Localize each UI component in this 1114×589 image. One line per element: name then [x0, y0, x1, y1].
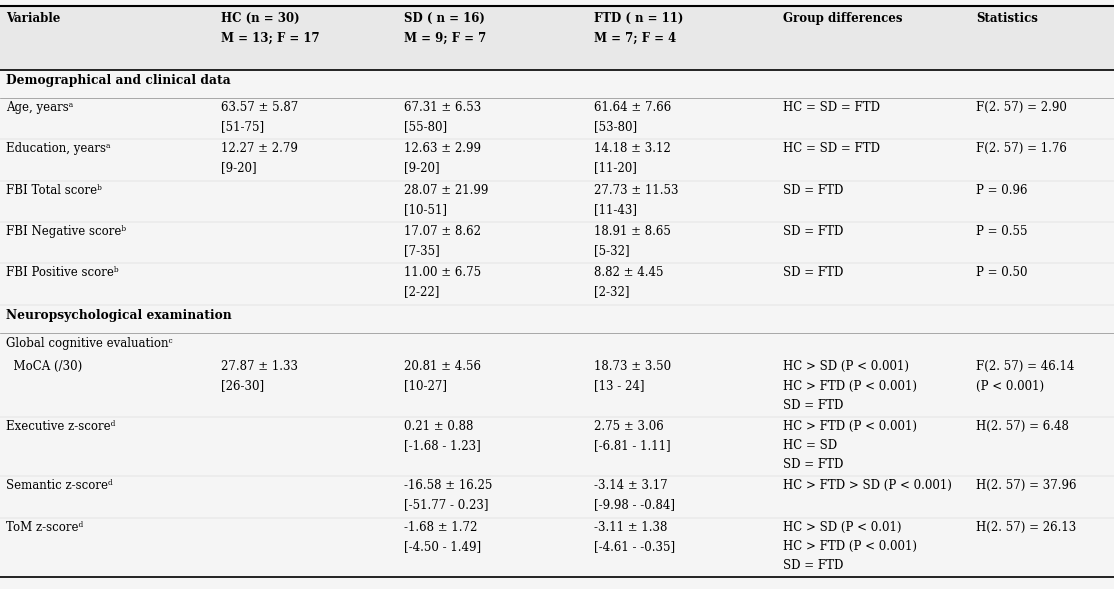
Text: 67.31 ± 6.53: 67.31 ± 6.53 [404, 101, 481, 114]
Text: -3.11 ± 1.38: -3.11 ± 1.38 [594, 521, 667, 534]
Text: H(2. 57) = 6.48: H(2. 57) = 6.48 [976, 420, 1068, 433]
Text: 20.81 ± 4.56: 20.81 ± 4.56 [404, 360, 481, 373]
Text: H(2. 57) = 37.96: H(2. 57) = 37.96 [976, 479, 1076, 492]
Text: Age, yearsᵃ: Age, yearsᵃ [6, 101, 72, 114]
Text: 18.91 ± 8.65: 18.91 ± 8.65 [594, 225, 671, 238]
Text: Group differences: Group differences [783, 12, 902, 25]
Text: SD = FTD: SD = FTD [783, 184, 843, 197]
Text: M = 7; F = 4: M = 7; F = 4 [594, 32, 676, 45]
Text: SD = FTD: SD = FTD [783, 399, 843, 412]
Text: 63.57 ± 5.87: 63.57 ± 5.87 [221, 101, 297, 114]
Text: SD = FTD: SD = FTD [783, 225, 843, 238]
Text: [2-22]: [2-22] [404, 286, 440, 299]
Text: P = 0.96: P = 0.96 [976, 184, 1027, 197]
Text: [5-32]: [5-32] [594, 244, 629, 257]
Text: Global cognitive evaluationᶜ: Global cognitive evaluationᶜ [6, 337, 173, 350]
Text: HC > SD (P < 0.001): HC > SD (P < 0.001) [783, 360, 909, 373]
Text: HC = SD = FTD: HC = SD = FTD [783, 101, 880, 114]
Text: (P < 0.001): (P < 0.001) [976, 379, 1044, 392]
Text: 27.87 ± 1.33: 27.87 ± 1.33 [221, 360, 297, 373]
Text: M = 9; F = 7: M = 9; F = 7 [404, 32, 487, 45]
Text: FBI Negative scoreᵇ: FBI Negative scoreᵇ [6, 225, 126, 238]
Text: SD = FTD: SD = FTD [783, 458, 843, 471]
Text: 2.75 ± 3.06: 2.75 ± 3.06 [594, 420, 664, 433]
Text: P = 0.50: P = 0.50 [976, 266, 1027, 279]
Text: 12.27 ± 2.79: 12.27 ± 2.79 [221, 143, 297, 155]
Text: Variable: Variable [6, 12, 60, 25]
Text: -3.14 ± 3.17: -3.14 ± 3.17 [594, 479, 667, 492]
Text: [10-27]: [10-27] [404, 379, 448, 392]
Text: HC = SD = FTD: HC = SD = FTD [783, 143, 880, 155]
Text: FTD ( n = 11): FTD ( n = 11) [594, 12, 683, 25]
Text: HC (n = 30): HC (n = 30) [221, 12, 300, 25]
Text: 8.82 ± 4.45: 8.82 ± 4.45 [594, 266, 663, 279]
Text: [7-35]: [7-35] [404, 244, 440, 257]
Text: 61.64 ± 7.66: 61.64 ± 7.66 [594, 101, 671, 114]
Text: 14.18 ± 3.12: 14.18 ± 3.12 [594, 143, 671, 155]
Text: [9-20]: [9-20] [221, 161, 256, 174]
Text: Semantic z-scoreᵈ: Semantic z-scoreᵈ [6, 479, 113, 492]
Text: [-51.77 - 0.23]: [-51.77 - 0.23] [404, 498, 489, 511]
Text: H(2. 57) = 26.13: H(2. 57) = 26.13 [976, 521, 1076, 534]
Text: [26-30]: [26-30] [221, 379, 264, 392]
Text: [9-20]: [9-20] [404, 161, 440, 174]
Text: 18.73 ± 3.50: 18.73 ± 3.50 [594, 360, 671, 373]
Text: 0.21 ± 0.88: 0.21 ± 0.88 [404, 420, 473, 433]
Text: P = 0.55: P = 0.55 [976, 225, 1027, 238]
Text: M = 13; F = 17: M = 13; F = 17 [221, 32, 320, 45]
Text: HC > FTD > SD (P < 0.001): HC > FTD > SD (P < 0.001) [783, 479, 952, 492]
Text: -16.58 ± 16.25: -16.58 ± 16.25 [404, 479, 492, 492]
Text: MoCA (/30): MoCA (/30) [6, 360, 81, 373]
Text: 28.07 ± 21.99: 28.07 ± 21.99 [404, 184, 489, 197]
Text: 11.00 ± 6.75: 11.00 ± 6.75 [404, 266, 481, 279]
Text: Demographical and clinical data: Demographical and clinical data [6, 74, 231, 87]
Text: FBI Total scoreᵇ: FBI Total scoreᵇ [6, 184, 101, 197]
Text: ToM z-scoreᵈ: ToM z-scoreᵈ [6, 521, 82, 534]
Text: Neuropsychological examination: Neuropsychological examination [6, 309, 232, 322]
Text: [-4.61 - -0.35]: [-4.61 - -0.35] [594, 540, 675, 553]
Bar [0, 6, 1114, 70]
Text: FBI Positive scoreᵇ: FBI Positive scoreᵇ [6, 266, 118, 279]
Text: 12.63 ± 2.99: 12.63 ± 2.99 [404, 143, 481, 155]
Text: Education, yearsᵃ: Education, yearsᵃ [6, 143, 110, 155]
Text: [-1.68 - 1.23]: [-1.68 - 1.23] [404, 439, 481, 452]
Text: F(2. 57) = 2.90: F(2. 57) = 2.90 [976, 101, 1067, 114]
Text: [11-43]: [11-43] [594, 203, 637, 216]
Text: HC > FTD (P < 0.001): HC > FTD (P < 0.001) [783, 540, 917, 553]
Text: SD = FTD: SD = FTD [783, 559, 843, 572]
Text: SD ( n = 16): SD ( n = 16) [404, 12, 486, 25]
Text: SD = FTD: SD = FTD [783, 266, 843, 279]
Text: [55-80]: [55-80] [404, 120, 448, 133]
Text: F(2. 57) = 1.76: F(2. 57) = 1.76 [976, 143, 1067, 155]
Text: [2-32]: [2-32] [594, 286, 629, 299]
Text: HC > SD (P < 0.01): HC > SD (P < 0.01) [783, 521, 901, 534]
Text: [53-80]: [53-80] [594, 120, 637, 133]
Text: [51-75]: [51-75] [221, 120, 264, 133]
Text: 27.73 ± 11.53: 27.73 ± 11.53 [594, 184, 678, 197]
Text: F(2. 57) = 46.14: F(2. 57) = 46.14 [976, 360, 1074, 373]
Text: HC > FTD (P < 0.001): HC > FTD (P < 0.001) [783, 420, 917, 433]
Text: [-6.81 - 1.11]: [-6.81 - 1.11] [594, 439, 671, 452]
Text: HC = SD: HC = SD [783, 439, 838, 452]
Text: 17.07 ± 8.62: 17.07 ± 8.62 [404, 225, 481, 238]
Text: [-4.50 - 1.49]: [-4.50 - 1.49] [404, 540, 481, 553]
Text: -1.68 ± 1.72: -1.68 ± 1.72 [404, 521, 478, 534]
Text: [11-20]: [11-20] [594, 161, 636, 174]
Text: Executive z-scoreᵈ: Executive z-scoreᵈ [6, 420, 115, 433]
Text: HC > FTD (P < 0.001): HC > FTD (P < 0.001) [783, 379, 917, 392]
Text: [13 - 24]: [13 - 24] [594, 379, 644, 392]
Text: Statistics: Statistics [976, 12, 1038, 25]
Text: [-9.98 - -0.84]: [-9.98 - -0.84] [594, 498, 675, 511]
Text: [10-51]: [10-51] [404, 203, 448, 216]
